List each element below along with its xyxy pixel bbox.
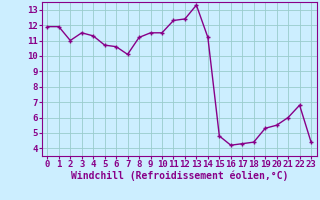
- X-axis label: Windchill (Refroidissement éolien,°C): Windchill (Refroidissement éolien,°C): [70, 171, 288, 181]
